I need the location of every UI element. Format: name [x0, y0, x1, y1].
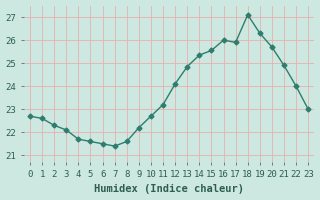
X-axis label: Humidex (Indice chaleur): Humidex (Indice chaleur) [94, 184, 244, 194]
